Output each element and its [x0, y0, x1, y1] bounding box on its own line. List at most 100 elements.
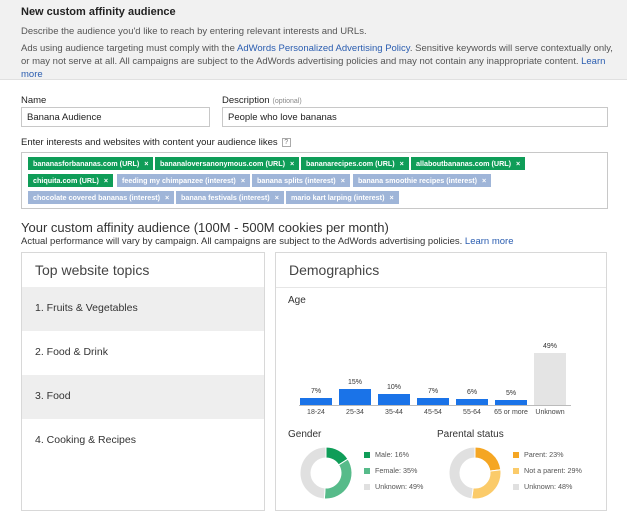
age-label: Age: [288, 295, 306, 306]
donut-slice: [471, 469, 502, 500]
chip-label: banana splits (interest): [257, 176, 336, 185]
donut-slice: [323, 458, 353, 500]
chip-interest[interactable]: chocolate covered bananas (interest) ×: [28, 191, 175, 204]
bar-value-label: 5%: [505, 389, 517, 397]
chip-interest[interactable]: banana smoothie recipes (interest) ×: [353, 174, 492, 187]
donut-slice: [474, 446, 502, 472]
interests-input[interactable]: bananasforbananas.com (URL) × bananalover…: [21, 152, 608, 209]
legend-label: Female: 35%: [375, 466, 418, 475]
chip-label: chiquita.com (URL): [33, 176, 99, 185]
legend-label: Unknown: 48%: [524, 482, 573, 491]
chip-label: allaboutbananas.com (URL): [416, 159, 512, 168]
bar-category-label: 55-64: [463, 409, 481, 416]
policy-text: Ads using audience targeting must comply…: [21, 42, 621, 81]
bar-category-label: 65 or more: [494, 409, 528, 416]
chip-url[interactable]: bananarecipes.com (URL) ×: [301, 157, 409, 170]
header: New custom affinity audience Describe th…: [0, 0, 627, 80]
remove-icon[interactable]: ×: [240, 176, 246, 185]
bar-category-label: 35-44: [385, 409, 403, 416]
legend-label: Parent: 23%: [524, 450, 564, 459]
legend-label: Unknown: 49%: [375, 482, 424, 491]
page-description: Describe the audience you'd like to reac…: [21, 26, 367, 37]
chip-url[interactable]: allaboutbananas.com (URL) ×: [411, 157, 526, 170]
chip-url[interactable]: chiquita.com (URL) ×: [28, 174, 114, 187]
chip-label: banana festivals (interest): [181, 193, 270, 202]
interests-label-text: Enter interests and websites with conten…: [21, 137, 278, 148]
policy-link[interactable]: AdWords Personalized Advertising Policy: [236, 43, 410, 54]
chip-interest[interactable]: banana festivals (interest) ×: [176, 191, 284, 204]
age-bar: [417, 397, 449, 405]
remove-icon[interactable]: ×: [389, 193, 394, 202]
legend-label: Not a parent: 29%: [524, 466, 582, 475]
legend-swatch: [513, 484, 519, 491]
chip-label: bananaloversanonymous.com (URL): [160, 159, 286, 168]
remove-icon[interactable]: ×: [165, 193, 170, 202]
description-label-text: Description: [222, 95, 270, 106]
topic-item: 2. Food & Drink: [35, 346, 108, 358]
description-label: Description (optional): [222, 95, 302, 106]
chip-label: bananarecipes.com (URL): [306, 159, 395, 168]
chip-url[interactable]: bananaloversanonymous.com (URL) ×: [155, 157, 300, 170]
bar-value-label: 7%: [310, 387, 322, 395]
bar-value-label: 49%: [542, 343, 557, 350]
legend-swatch: [364, 484, 370, 491]
donut-slice: [448, 446, 476, 500]
remove-icon[interactable]: ×: [290, 159, 295, 168]
gender-legend-item: Female: 35%: [364, 466, 417, 475]
chip-label: bananasforbananas.com (URL): [33, 159, 140, 168]
remove-icon[interactable]: ×: [144, 159, 149, 168]
bar-value-label: 10%: [386, 384, 401, 392]
remove-icon[interactable]: ×: [516, 159, 521, 168]
name-input[interactable]: Banana Audience: [21, 107, 210, 127]
remove-icon[interactable]: ×: [340, 176, 345, 185]
remove-icon[interactable]: ×: [399, 159, 404, 168]
help-icon[interactable]: ?: [281, 137, 291, 147]
parental-legend-item: Not a parent: 29%: [513, 466, 582, 475]
gender-donut: [299, 446, 353, 500]
description-input[interactable]: People who love bananas: [222, 107, 608, 127]
age-bar: [378, 394, 410, 405]
age-bar: [495, 399, 527, 405]
bar-category-label: 18-24: [307, 409, 325, 416]
policy-prefix: Ads using audience targeting must comply…: [21, 43, 237, 54]
demographics-title: Demographics: [289, 262, 380, 278]
chip-label: chocolate covered bananas (interest): [33, 193, 161, 202]
chip-label: banana smoothie recipes (interest): [358, 176, 478, 185]
bar-value-label: 15%: [347, 379, 362, 387]
age-bar: [339, 389, 371, 405]
chip-url[interactable]: bananasforbananas.com (URL) ×: [28, 157, 154, 170]
bar-category-label: 25-34: [346, 409, 364, 416]
chart-axis: [299, 405, 571, 406]
topic-item: 3. Food: [22, 375, 264, 419]
optional-hint: (optional): [272, 98, 302, 105]
divider: [276, 287, 606, 288]
parental-legend-item: Parent: 23%: [513, 450, 564, 459]
gender-legend-item: Male: 16%: [364, 450, 409, 459]
legend-swatch: [364, 468, 370, 475]
bar-value-label: 7%: [427, 387, 439, 395]
topic-item: 4. Cooking & Recipes: [35, 434, 136, 446]
age-bar: [456, 398, 488, 405]
legend-swatch: [364, 452, 370, 459]
learn-more-link[interactable]: Learn more: [21, 56, 606, 80]
bar-category-label: 45-54: [424, 409, 442, 416]
bar-value-label: 6%: [466, 388, 478, 396]
gender-label: Gender: [288, 429, 322, 440]
legend-label: Male: 16%: [375, 450, 409, 459]
remove-icon[interactable]: ×: [482, 176, 487, 185]
gender-legend-item: Unknown: 49%: [364, 482, 423, 491]
topic-item: 1. Fruits & Vegetables: [22, 287, 264, 331]
learn-more-link[interactable]: Learn more: [464, 236, 514, 247]
remove-icon[interactable]: ×: [103, 176, 109, 185]
donut-slice: [299, 446, 327, 500]
age-bar: [300, 397, 332, 405]
legend-swatch: [513, 452, 519, 459]
chip-interest[interactable]: mario kart larping (interest) ×: [286, 191, 399, 204]
audience-subtitle-text: Actual performance will vary by campaign…: [21, 236, 465, 247]
topics-title: Top website topics: [35, 262, 150, 278]
chip-label: feeding my chimpanzee (interest): [122, 176, 236, 185]
remove-icon[interactable]: ×: [274, 193, 279, 202]
chip-interest[interactable]: feeding my chimpanzee (interest) ×: [117, 174, 251, 187]
chip-interest[interactable]: banana splits (interest) ×: [252, 174, 350, 187]
parental-status-label: Parental status: [437, 429, 504, 440]
